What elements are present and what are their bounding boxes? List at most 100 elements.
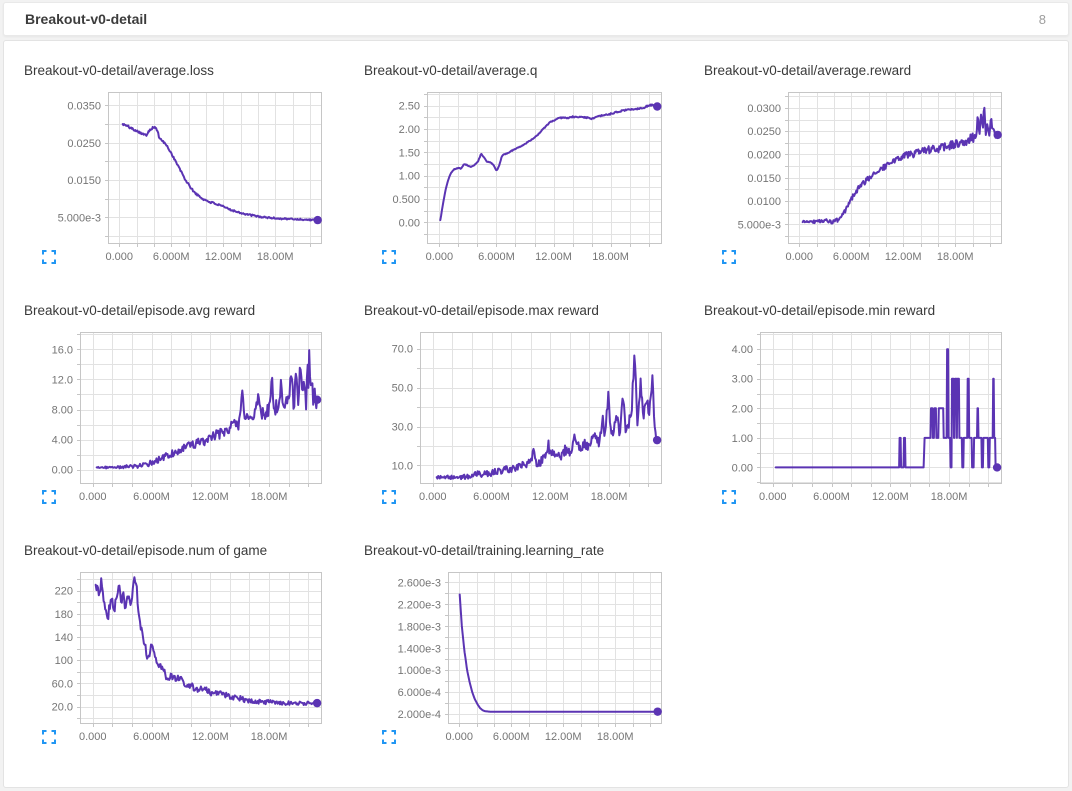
x-tick-label: 0.000	[105, 251, 133, 263]
chart-title: Breakout-v0-detail/average.reward	[704, 63, 912, 78]
chart-canvas[interactable]: 0.00 1.00 2.00 3.00 4.00 0.000 6.000M 12.00M 18.…	[704, 320, 1044, 534]
y-tick-label: 2.00	[732, 403, 753, 415]
expand-icon[interactable]	[382, 730, 396, 744]
y-tick-label: 1.00	[732, 433, 753, 445]
x-tick-label: 18.00M	[251, 491, 288, 503]
data-line	[801, 106, 999, 225]
expand-icon[interactable]	[42, 250, 56, 264]
x-tick-label: 18.00M	[931, 491, 968, 503]
x-axis-labels: 0.000 6.000M 12.00M 18.00M	[759, 491, 967, 503]
y-tick-label: 12.0	[52, 374, 73, 386]
gridlines	[760, 332, 1002, 484]
expand-icon[interactable]	[382, 490, 396, 504]
x-tick-label: 6.000M	[813, 491, 850, 503]
axis-ticks	[424, 94, 650, 247]
y-tick-label: 100	[55, 655, 73, 667]
axis-ticks	[445, 582, 651, 727]
end-point-dot	[992, 463, 1002, 472]
x-tick-label: 12.00M	[872, 491, 909, 503]
chart-title: Breakout-v0-detail/training.learning_rat…	[364, 543, 605, 558]
y-tick-label: 0.500	[392, 194, 420, 206]
x-axis-labels: 0.000 6.000M 12.00M 18.00M	[105, 251, 293, 263]
expand-icon[interactable]	[382, 250, 396, 264]
y-tick-label: 4.00	[732, 344, 753, 356]
chart-canvas[interactable]: 20.0 60.0 100 140 180 220 0.000 6.000M 12.00M 18.…	[24, 560, 364, 774]
x-axis-labels: 0.000 6.000M 12.00M 18.00M	[419, 491, 627, 503]
y-tick-label: 10.0	[392, 460, 413, 472]
data-line	[439, 103, 659, 222]
y-tick-label: 2.600e-3	[398, 577, 441, 589]
chart-canvas[interactable]: 10.0 30.0 50.0 70.0 0.000 6.000M 12.00M 18.00M	[364, 320, 704, 534]
x-tick-label: 6.000M	[493, 731, 530, 743]
y-tick-label: 0.00	[52, 465, 73, 477]
y-tick-label: 0.0350	[67, 100, 101, 112]
x-tick-label: 0.000	[759, 491, 787, 503]
y-tick-label: 0.0100	[747, 196, 781, 208]
plot-border	[80, 572, 322, 724]
y-tick-label: 0.0150	[67, 175, 101, 187]
end-point-dot	[312, 395, 322, 404]
y-tick-label: 2.50	[399, 101, 420, 113]
axis-ticks	[77, 334, 309, 487]
y-tick-label: 2.00	[399, 124, 420, 136]
y-tick-label: 1.800e-3	[398, 621, 441, 633]
data-line	[95, 349, 319, 470]
chart-title: Breakout-v0-detail/episode.min reward	[704, 303, 936, 318]
y-tick-label: 0.0200	[747, 149, 781, 161]
data-line	[774, 348, 999, 469]
y-tick-label: 16.0	[52, 344, 73, 356]
gridlines	[108, 92, 322, 244]
y-tick-label: 0.0250	[67, 138, 101, 150]
y-axis-labels: 10.0 30.0 50.0 70.0	[392, 344, 413, 473]
y-tick-label: 1.400e-3	[398, 643, 441, 655]
x-tick-label: 0.000	[79, 491, 107, 503]
gridlines	[788, 92, 1002, 244]
x-tick-label: 18.00M	[251, 731, 288, 743]
y-tick-label: 20.0	[52, 702, 73, 714]
x-tick-label: 6.000M	[473, 491, 510, 503]
gridlines	[80, 572, 322, 724]
y-axis-labels: 0.00 0.500 1.00 1.50 2.00 2.50	[392, 101, 420, 230]
axis-ticks	[417, 349, 649, 487]
expand-icon[interactable]	[42, 490, 56, 504]
chart-card: Breakout-v0-detail/training.learning_rat…	[364, 534, 704, 774]
y-tick-label: 0.0150	[747, 173, 781, 185]
expand-icon[interactable]	[42, 730, 56, 744]
data-line	[435, 354, 659, 481]
x-tick-label: 6.000M	[133, 731, 170, 743]
chart-title: Breakout-v0-detail/episode.num of game	[24, 543, 268, 558]
end-point-dot	[312, 698, 322, 708]
category-header[interactable]: Breakout-v0-detail 8	[3, 2, 1069, 36]
x-tick-label: 0.000	[426, 251, 454, 263]
chart-canvas[interactable]: 5.000e-3 0.0100 0.0150 0.0200 0.0250 0.0300 0.…	[704, 80, 1044, 294]
y-tick-label: 0.0250	[747, 126, 781, 138]
y-axis-labels: 5.000e-3 0.0100 0.0150 0.0200 0.0250 0.0300	[738, 103, 781, 232]
y-tick-label: 70.0	[392, 344, 413, 356]
x-axis-labels: 0.000 6.000M 12.00M 18.00M	[79, 491, 287, 503]
expand-icon[interactable]	[722, 250, 736, 264]
chart-canvas[interactable]: 2.000e-4 6.000e-4 1.000e-3 1.400e-3 1.800e-3…	[364, 560, 704, 774]
x-tick-label: 18.00M	[597, 731, 634, 743]
expand-icon[interactable]	[722, 490, 736, 504]
y-tick-label: 50.0	[392, 383, 413, 395]
x-tick-label: 12.00M	[192, 491, 229, 503]
data-line	[94, 576, 319, 706]
plot-border	[788, 92, 1002, 244]
x-tick-label: 12.00M	[192, 731, 229, 743]
chart-canvas[interactable]: 5.000e-3 0.0150 0.0250 0.0350 0.000 6.000M 12.…	[24, 80, 364, 294]
y-tick-label: 6.000e-4	[398, 687, 441, 699]
chart-card: Breakout-v0-detail/average.loss 5.000e-3 0…	[24, 54, 364, 294]
chart-title: Breakout-v0-detail/episode.avg reward	[24, 303, 256, 318]
y-tick-label: 220	[55, 586, 73, 598]
axis-ticks	[757, 334, 989, 487]
x-tick-label: 12.00M	[532, 491, 569, 503]
chart-card: Breakout-v0-detail/episode.max reward 10.…	[364, 294, 704, 534]
x-tick-label: 0.000	[79, 731, 107, 743]
y-tick-label: 1.50	[399, 147, 420, 159]
chart-canvas[interactable]: 0.00 0.500 1.00 1.50 2.00 2.50 0.000 6.000M 12.0…	[364, 80, 704, 294]
plot-border	[760, 332, 1002, 484]
y-tick-label: 1.00	[399, 171, 420, 183]
x-tick-label: 6.000M	[478, 251, 515, 263]
chart-canvas[interactable]: 0.00 4.00 8.00 12.0 16.0 0.000 6.000M 12.00M 18.…	[24, 320, 364, 534]
x-tick-label: 0.000	[785, 251, 813, 263]
